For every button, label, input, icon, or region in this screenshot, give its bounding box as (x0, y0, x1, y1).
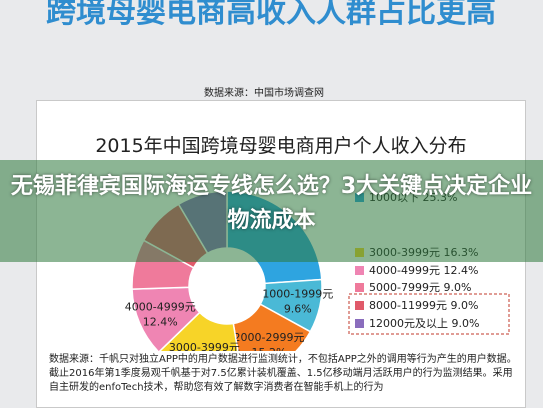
chart-title: 2015年中国跨境母婴电商用户个人收入分布 (95, 135, 467, 157)
legend-swatch (355, 283, 364, 292)
pie-slice-label: 3000-3999元16.3% (169, 341, 240, 351)
overlay-banner (0, 160, 543, 262)
page-title: 跨境母婴电商高收入人群占比更高 (46, 0, 496, 30)
legend-label: 4000-4999元 12.4% (369, 264, 478, 277)
pie-slice-label: 4000-4999元 12.4% (125, 300, 196, 328)
legend-label: 8000-11999元 9.0% (369, 299, 478, 312)
pie-slice (158, 311, 239, 351)
legend-label: 12000元及以上 9.0% (369, 317, 479, 330)
legend-label: 5000-7999元 9.0% (369, 281, 471, 294)
legend-swatch (355, 266, 364, 275)
pie-slice-label: 1000-1999元 9.6% (262, 288, 333, 316)
legend-swatch (355, 301, 364, 310)
notes-text: 数据来源：千帆只对独立APP中的用户数据进行监测统计，不包括APP之外的调用等行… (49, 354, 517, 393)
overlay-banner-text: 无锡菲律宾国际海运专线怎么选？3大关键点决定企业物流成本 (10, 174, 533, 233)
legend-highlight-box (348, 293, 510, 335)
source-label: 数据来源：中国市场调查网 (204, 88, 324, 99)
pie-slice-label: 2000-2999元15.2% (234, 331, 305, 351)
pie-slice (232, 303, 312, 351)
legend-swatch (355, 319, 364, 328)
